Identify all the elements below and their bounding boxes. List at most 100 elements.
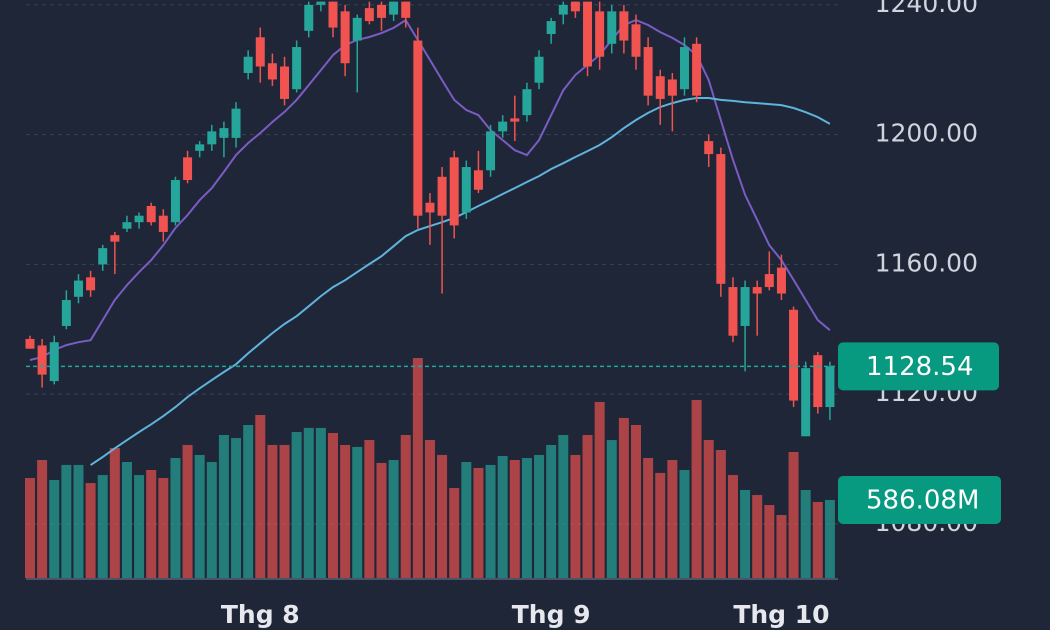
volume-bar xyxy=(776,515,787,578)
candle-body xyxy=(340,11,350,64)
volume-bar xyxy=(158,477,169,578)
volume-bar xyxy=(618,417,629,578)
candle-body xyxy=(292,47,302,90)
candle-body xyxy=(134,215,144,223)
candle-body xyxy=(280,66,290,99)
x-tick-label: Thg 8 xyxy=(221,600,300,629)
y-tick-label: 1240.00 xyxy=(875,0,978,18)
candle-body xyxy=(376,4,386,18)
volume-bar xyxy=(170,458,181,578)
volume-bar xyxy=(740,489,751,578)
volume-bar xyxy=(231,438,242,578)
volume-bar xyxy=(594,401,605,578)
candle-body xyxy=(110,235,120,242)
candle-body xyxy=(643,47,653,96)
candle-body xyxy=(631,24,641,57)
x-tick-label: Thg 10 xyxy=(733,600,829,629)
moving-average-line xyxy=(90,97,831,466)
volume-bar xyxy=(291,432,302,578)
volume-bar xyxy=(134,475,145,578)
candle-body xyxy=(183,157,193,181)
candle-body xyxy=(352,17,362,41)
volume-bar xyxy=(437,454,448,578)
volume-bar xyxy=(606,440,617,578)
candle-body xyxy=(425,202,435,213)
volume-bar xyxy=(37,460,48,578)
candle-body xyxy=(437,176,447,216)
candle-body xyxy=(413,40,423,216)
candle-body xyxy=(716,154,726,284)
volume-bar xyxy=(679,469,690,578)
candle-body xyxy=(534,56,544,83)
candle-body xyxy=(86,277,96,291)
volume-bar xyxy=(485,464,496,578)
candle-body xyxy=(667,79,677,96)
volume-bar xyxy=(85,483,96,578)
volume-badge xyxy=(838,475,1001,524)
volume-bar xyxy=(255,414,266,578)
candle-body xyxy=(510,118,520,122)
volume-bar xyxy=(97,475,108,578)
volume-bar xyxy=(49,479,60,578)
volume-bar xyxy=(182,444,193,578)
candle-body xyxy=(37,345,47,375)
volume-label: 586.08M xyxy=(866,485,979,515)
volume-bar xyxy=(352,446,363,578)
volume-bar xyxy=(521,458,532,578)
candle-body xyxy=(619,11,629,41)
candle-body xyxy=(570,1,580,12)
volume-bar xyxy=(812,501,823,578)
candle-body xyxy=(146,205,156,223)
volume-bar xyxy=(25,477,35,578)
volume-bar xyxy=(243,424,254,578)
candle-body xyxy=(558,4,568,15)
volume-bar xyxy=(570,454,581,578)
candle-body xyxy=(801,368,811,437)
candle-body xyxy=(158,215,168,232)
volume-bar xyxy=(473,468,484,578)
candle-body xyxy=(122,222,132,229)
candle-body xyxy=(364,8,374,22)
candle-body xyxy=(449,157,459,226)
candle-body xyxy=(583,1,593,67)
y-tick-label: 1200.00 xyxy=(875,119,978,148)
volume-bar xyxy=(546,444,557,578)
candle-body xyxy=(304,4,314,31)
candle-body xyxy=(207,131,217,145)
volume-bar xyxy=(752,495,763,578)
candle-body xyxy=(61,300,71,326)
volume-bar xyxy=(146,469,157,578)
volume-bar xyxy=(631,424,641,578)
candle-body xyxy=(752,287,762,294)
volume-bar xyxy=(388,460,399,578)
volume-bar xyxy=(424,440,435,578)
candle-body xyxy=(692,43,702,96)
volume-bar xyxy=(364,440,375,578)
volume-bar xyxy=(315,427,326,578)
volume-bar xyxy=(558,434,569,578)
candle-body xyxy=(219,128,229,138)
candle-body xyxy=(473,170,483,190)
candle-body xyxy=(486,131,496,171)
candle-body xyxy=(595,11,605,57)
candle-body xyxy=(243,56,253,73)
candle-body xyxy=(655,76,665,99)
volume-bar xyxy=(121,462,132,578)
volume-bar xyxy=(328,432,338,578)
candle-body xyxy=(813,355,823,408)
last-price-label: 1128.54 xyxy=(866,352,974,382)
candle-body xyxy=(789,309,799,401)
y-tick-label: 1160.00 xyxy=(875,248,978,277)
candle-body xyxy=(825,366,835,408)
volume-bar xyxy=(534,454,545,578)
candle-body xyxy=(267,63,277,80)
candle-body xyxy=(255,37,265,67)
volume-group xyxy=(25,358,835,578)
volume-bar xyxy=(340,444,351,578)
volume-bar xyxy=(582,434,593,578)
volume-bar xyxy=(800,489,811,578)
candle-body xyxy=(461,167,471,213)
volume-bar xyxy=(412,358,423,578)
volume-bar xyxy=(461,462,472,578)
